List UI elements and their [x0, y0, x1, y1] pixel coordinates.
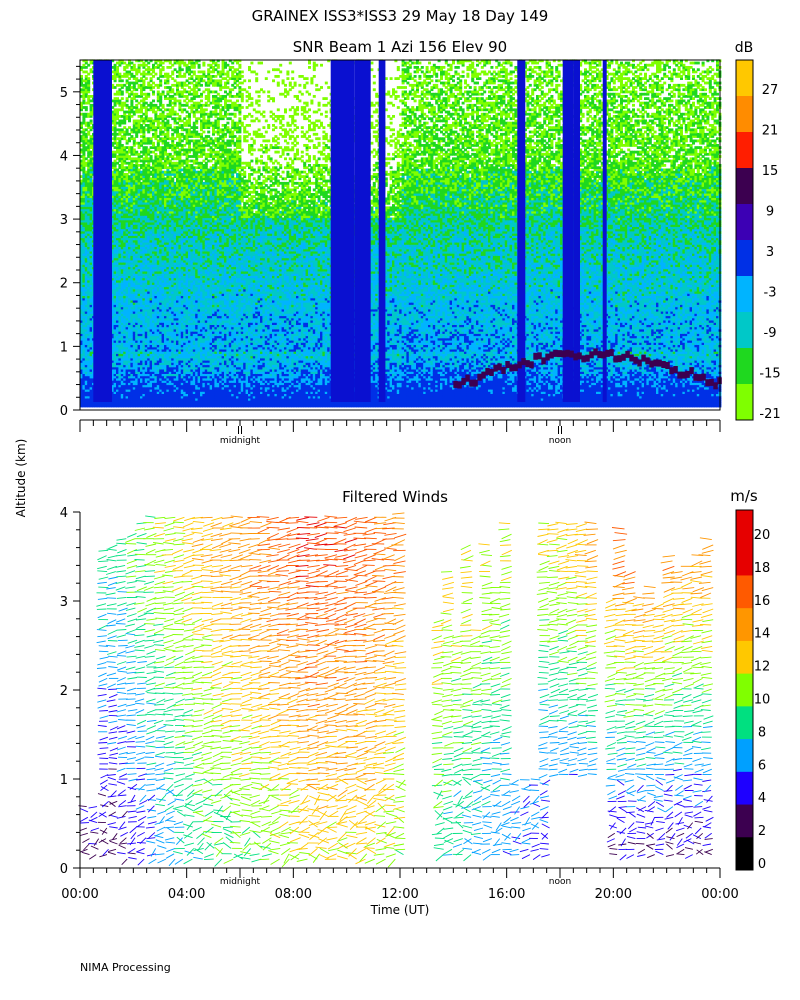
snr-cell	[152, 100, 155, 103]
figure-title: GRAINEX ISS3*ISS3 29 May 18 Day 149	[252, 7, 549, 25]
y-axis-label: Altitude (km)	[14, 439, 28, 518]
snr-cell	[162, 91, 165, 94]
snr-cell	[159, 79, 162, 82]
snr-cell	[154, 73, 157, 76]
snr-cell	[85, 106, 88, 109]
snr-heatmap-field	[80, 59, 722, 407]
snr-cell	[121, 79, 124, 82]
snr-cell	[150, 155, 153, 158]
snr-cell	[87, 77, 90, 80]
snr-cell	[133, 64, 136, 67]
snr-cell	[121, 91, 124, 94]
snr-cell	[147, 93, 150, 96]
snr-cell	[152, 91, 155, 94]
snr-cell	[90, 120, 93, 123]
snr-title: SNR Beam 1 Azi 156 Elev 90	[293, 38, 507, 56]
snr-cell	[152, 142, 155, 145]
footer-label: NIMA Processing	[80, 961, 171, 974]
snr-cell	[162, 66, 165, 69]
snr-cell	[145, 77, 148, 80]
snr-cell	[121, 97, 124, 100]
snr-cell	[162, 104, 165, 107]
